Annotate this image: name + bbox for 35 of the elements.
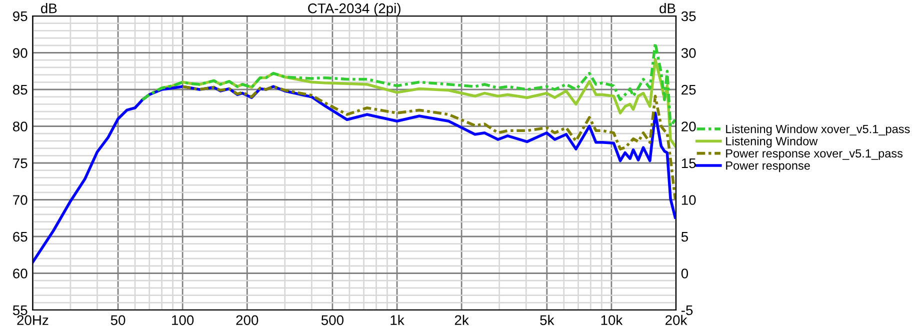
y-tick-label: 85 — [12, 84, 28, 95]
chart-title: CTA-2034 (2pi) — [308, 3, 400, 16]
x-tick-label: 1k — [390, 314, 404, 325]
legend-label: Listening Window xover_v5.1_pass — [726, 124, 910, 136]
y-tick-label: 75 — [13, 158, 28, 168]
y2-tick-label: 30 — [681, 48, 696, 58]
y-tick-label: 90 — [13, 48, 28, 58]
x-tick-label: 100 — [172, 315, 194, 326]
y2-tick-label: 10 — [682, 195, 696, 205]
y2-tick-label: 25 — [682, 84, 696, 95]
y-tick-label: 55 — [12, 305, 28, 316]
y-tick-label: 65 — [13, 232, 28, 242]
y2-tick-label: -5 — [681, 305, 693, 316]
x-tick-label: 200 — [236, 315, 258, 326]
y2-tick-label: 0 — [681, 268, 688, 278]
x-tick-label: 50 — [110, 315, 126, 326]
y-tick-label: 95 — [13, 11, 28, 22]
legend-label: Power response — [726, 162, 810, 172]
y2-tick-label: 5 — [681, 232, 688, 242]
x-tick-label: 20k — [666, 314, 688, 326]
y-tick-label: 60 — [13, 268, 28, 278]
x-tick-label: 500 — [321, 315, 344, 326]
y-tick-label: 80 — [12, 122, 28, 132]
y-axis-title: dB — [41, 3, 57, 14]
legend-label: Listening Window — [726, 136, 818, 148]
y-tick-label: 70 — [13, 195, 28, 205]
x-tick-label: 2k — [454, 314, 469, 325]
y2-tick-label: 20 — [682, 122, 696, 132]
y2-tick-label: 15 — [682, 158, 696, 168]
x-tick-label: 10k — [601, 314, 623, 326]
legend-label: Power response xover_v5.1_pass — [726, 149, 903, 160]
x-tick-label: 20Hz — [17, 315, 48, 326]
y2-tick-label: 35 — [681, 11, 696, 22]
y2-axis-title: dB — [660, 3, 676, 14]
x-tick-label: 5k — [540, 314, 554, 326]
